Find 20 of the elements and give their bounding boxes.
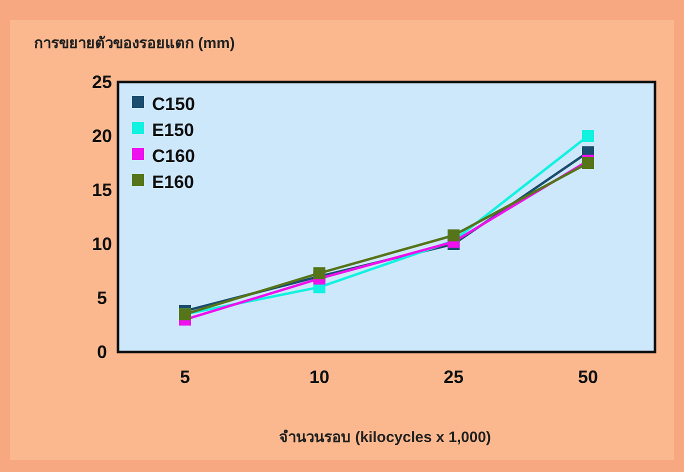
y-tick-label: 25 — [92, 72, 112, 92]
y-tick-label: 20 — [92, 126, 112, 146]
y-tick-label: 5 — [96, 288, 108, 308]
point — [313, 267, 326, 280]
legend-label: E160 — [152, 172, 194, 192]
legend-label: E150 — [152, 120, 194, 140]
point — [448, 229, 460, 242]
x-tick-label: 10 — [309, 367, 330, 387]
y-tick-label: 10 — [92, 234, 112, 254]
legend-label: C160 — [152, 146, 196, 166]
legend-label: C150 — [152, 94, 196, 114]
x-tick-label: 25 — [444, 367, 464, 387]
x-tick-label: 50 — [578, 367, 598, 387]
point — [582, 157, 594, 169]
x-tick-label: 5 — [180, 367, 190, 387]
x-axis-title: จำนวนรอบ (kilocycles x 1,000) — [278, 429, 492, 446]
y-tick-label: 0 — [96, 342, 108, 362]
point — [582, 130, 594, 142]
chart-title: การขยายตัวของรอยแตก (mm) — [34, 35, 235, 52]
y-tick-label: 15 — [92, 180, 112, 200]
